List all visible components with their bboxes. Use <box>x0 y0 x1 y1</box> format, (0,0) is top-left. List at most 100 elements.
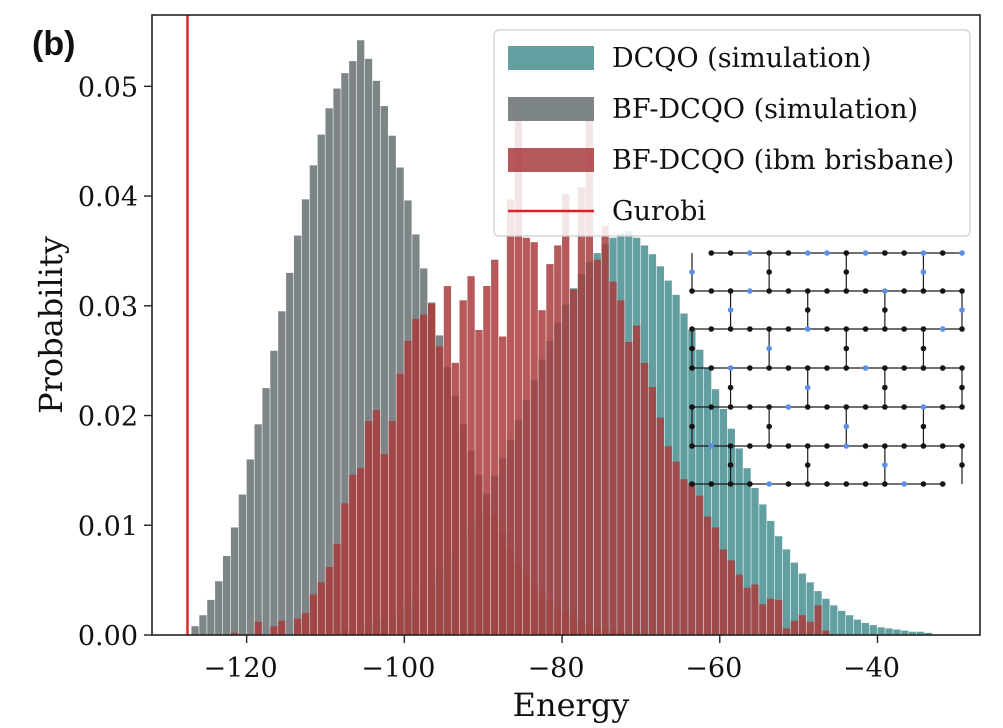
lattice-node <box>882 443 888 449</box>
lattice-node <box>920 443 927 449</box>
bar-bfdcqo_ibm <box>498 336 507 635</box>
y-tick-label: 0.05 <box>78 72 138 103</box>
lattice-node <box>785 481 792 487</box>
bar-bfdcqo_sim <box>222 555 231 635</box>
bar-bfdcqo_sim <box>199 615 207 635</box>
bar-bfdcqo_ibm <box>506 199 515 635</box>
x-tick-label: −40 <box>843 653 900 684</box>
bar-dcqo_sim <box>893 629 901 635</box>
bar-bfdcqo_ibm <box>648 387 657 635</box>
bar-bfdcqo_ibm <box>459 300 467 635</box>
bar-bfdcqo_ibm <box>514 102 523 636</box>
lattice-node <box>882 384 888 391</box>
bar-bfdcqo_ibm <box>546 264 554 635</box>
bar-bfdcqo_sim <box>349 61 357 635</box>
bar-dcqo_sim <box>735 448 743 635</box>
bar-bfdcqo_ibm <box>814 605 822 635</box>
panel-label: (b) <box>32 25 75 63</box>
x-axis-label: Energy <box>513 686 630 723</box>
bar-bfdcqo_ibm <box>711 527 720 635</box>
lattice-node <box>920 345 927 352</box>
bar-dcqo_sim <box>704 368 712 635</box>
lattice-node <box>862 443 869 449</box>
lattice-node <box>959 384 965 391</box>
lattice-node <box>862 250 869 256</box>
lattice-node <box>862 326 869 332</box>
lattice-node <box>843 345 850 352</box>
lattice-node <box>843 423 850 430</box>
lattice-node <box>920 269 927 275</box>
bar-bfdcqo_ibm <box>727 560 735 635</box>
y-axis-label: Probability <box>32 236 70 414</box>
lattice-node <box>785 365 792 371</box>
lattice-node <box>939 443 946 449</box>
lattice-node <box>708 404 715 410</box>
bar-bfdcqo_sim <box>270 350 278 635</box>
bar-bfdcqo_ibm <box>633 325 641 635</box>
lattice-node <box>882 462 888 468</box>
bar-bfdcqo_ibm <box>554 245 562 635</box>
lattice-node <box>824 443 830 449</box>
bar-dcqo_sim <box>759 504 767 635</box>
lattice-node <box>882 250 888 256</box>
lattice-node <box>804 326 811 332</box>
bar-dcqo_sim <box>830 605 838 635</box>
lattice-node <box>708 288 715 294</box>
lattice-node <box>882 365 888 371</box>
y-tick-label: 0.04 <box>78 182 138 213</box>
bar-bfdcqo_ibm <box>270 626 278 635</box>
bar-dcqo_sim <box>767 520 775 635</box>
lattice-node <box>804 404 811 410</box>
bar-bfdcqo_sim <box>215 581 223 635</box>
lattice-node <box>785 404 792 410</box>
lattice-node <box>824 288 830 294</box>
x-tick-label: −120 <box>204 653 278 684</box>
bar-bfdcqo_ibm <box>325 566 333 635</box>
lattice-node <box>882 481 888 487</box>
bar-bfdcqo_ibm <box>420 314 428 635</box>
legend-label-bfdcqo_ibm: BF-DCQO (ibm brisbane) <box>612 145 954 176</box>
bar-dcqo_sim <box>838 610 846 635</box>
bar-bfdcqo_sim <box>286 272 294 635</box>
lattice-node <box>939 326 946 332</box>
bar-bfdcqo_sim <box>388 135 396 635</box>
bar-dcqo_sim <box>822 598 830 635</box>
lattice-node <box>727 365 734 371</box>
lattice-node <box>747 326 753 332</box>
bar-bfdcqo_ibm <box>577 187 586 635</box>
y-tick-label: 0.00 <box>78 621 138 652</box>
x-tick-label: −100 <box>361 653 435 684</box>
lattice-node <box>785 443 792 449</box>
lattice-node <box>862 365 869 371</box>
lattice-node <box>727 250 734 256</box>
lattice-node <box>959 288 965 294</box>
bar-dcqo_sim <box>916 631 925 635</box>
bar-bfdcqo_ibm <box>798 615 806 635</box>
bar-bfdcqo_ibm <box>640 362 649 635</box>
bar-bfdcqo_ibm <box>301 613 310 635</box>
bar-bfdcqo_ibm <box>309 594 317 635</box>
lattice-node <box>920 365 927 371</box>
lattice-node <box>766 250 772 256</box>
y-tick-label: 0.02 <box>78 402 138 433</box>
bar-bfdcqo_ibm <box>388 421 396 635</box>
lattice-node <box>785 288 792 294</box>
bar-bfdcqo_ibm <box>774 599 783 635</box>
lattice-node <box>747 443 753 449</box>
y-axis-ticks: 0.00 0.01 0.02 0.03 0.04 0.05 <box>78 72 152 652</box>
qubit-lattice-inset <box>689 250 965 487</box>
legend: DCQO (simulation) BF-DCQO (simulation) BF-… <box>493 29 971 237</box>
lattice-node <box>766 423 772 430</box>
lattice-node <box>920 423 927 430</box>
bar-bfdcqo_sim <box>333 88 341 635</box>
bar-bfdcqo_ibm <box>822 630 830 635</box>
bar-dcqo_sim <box>696 349 704 635</box>
lattice-node <box>727 443 734 449</box>
bar-bfdcqo_ibm <box>719 549 728 635</box>
lattice-node <box>689 345 695 352</box>
histogram-bars <box>191 40 933 636</box>
legend-box <box>493 29 971 237</box>
lattice-node <box>843 404 850 410</box>
lattice-node <box>959 250 965 256</box>
